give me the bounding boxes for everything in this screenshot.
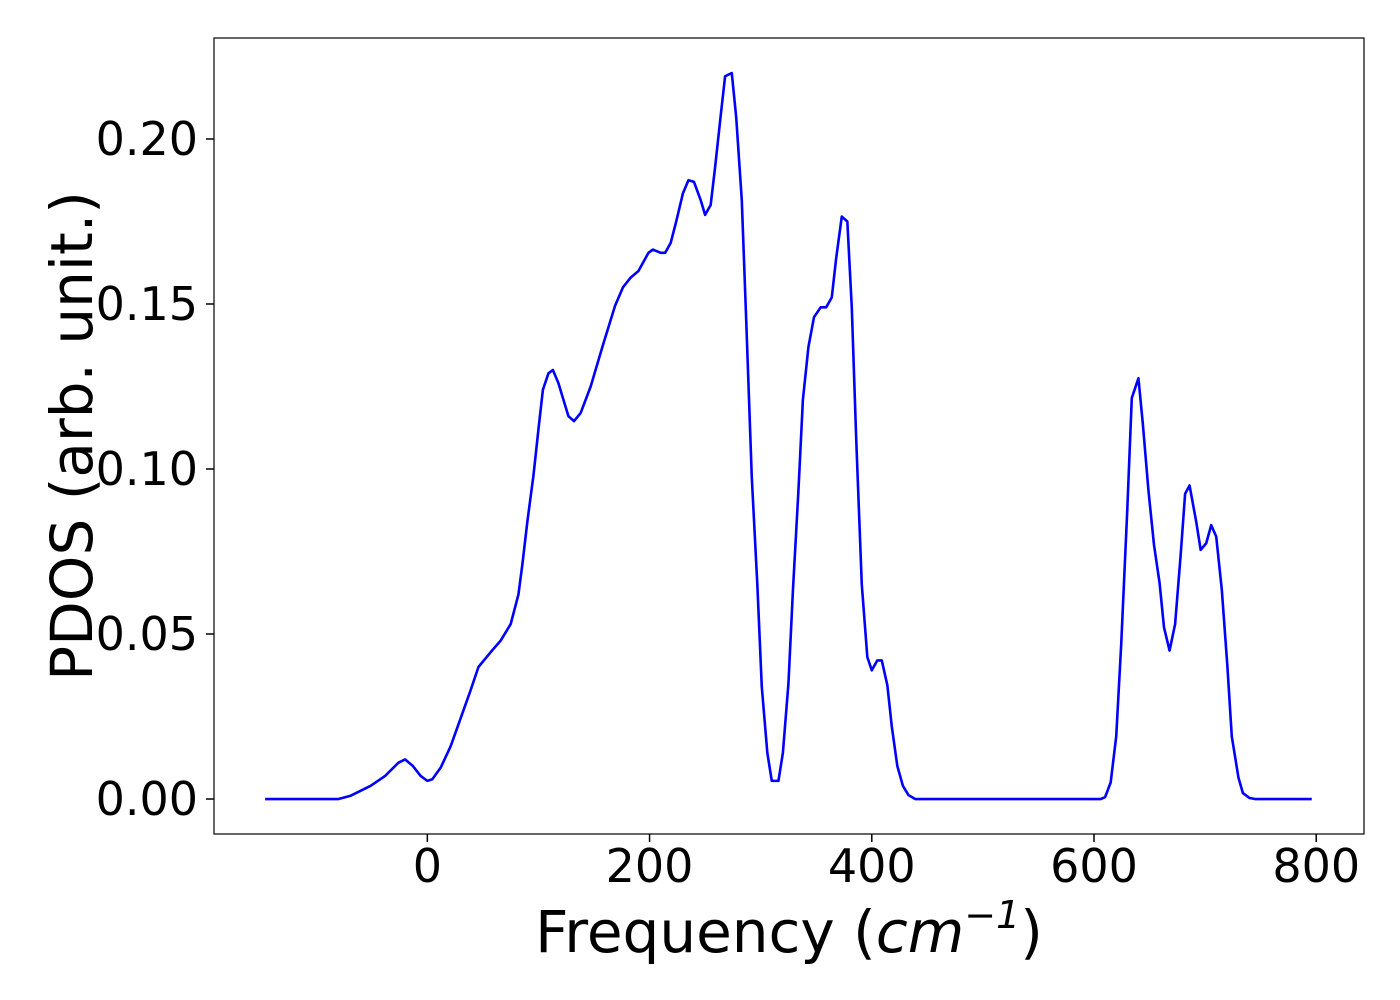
x-tick-label: 800 — [1272, 839, 1360, 893]
x-tick-label: 600 — [1050, 839, 1138, 893]
x-label-text: Frequency ( — [535, 898, 876, 966]
x-tick-label: 400 — [828, 839, 916, 893]
x-label-exponent: −1 — [964, 893, 1020, 937]
y-tick-label: 0.00 — [96, 772, 198, 826]
x-axis-label: Frequency (cm−1) — [535, 893, 1043, 966]
x-tick-label: 200 — [606, 839, 694, 893]
y-tick-label: 0.10 — [96, 442, 198, 496]
y-axis-label: PDOS (arb. unit.) — [38, 191, 106, 681]
y-tick-label: 0.20 — [96, 112, 198, 166]
x-label-close: ) — [1020, 898, 1043, 966]
plot-frame — [213, 37, 1365, 835]
y-tick-label: 0.15 — [96, 277, 198, 331]
y-tick-label: 0.05 — [96, 607, 198, 661]
data-line — [265, 71, 1312, 801]
x-tick-label: 0 — [413, 839, 442, 893]
x-label-unit: cm — [876, 898, 964, 966]
